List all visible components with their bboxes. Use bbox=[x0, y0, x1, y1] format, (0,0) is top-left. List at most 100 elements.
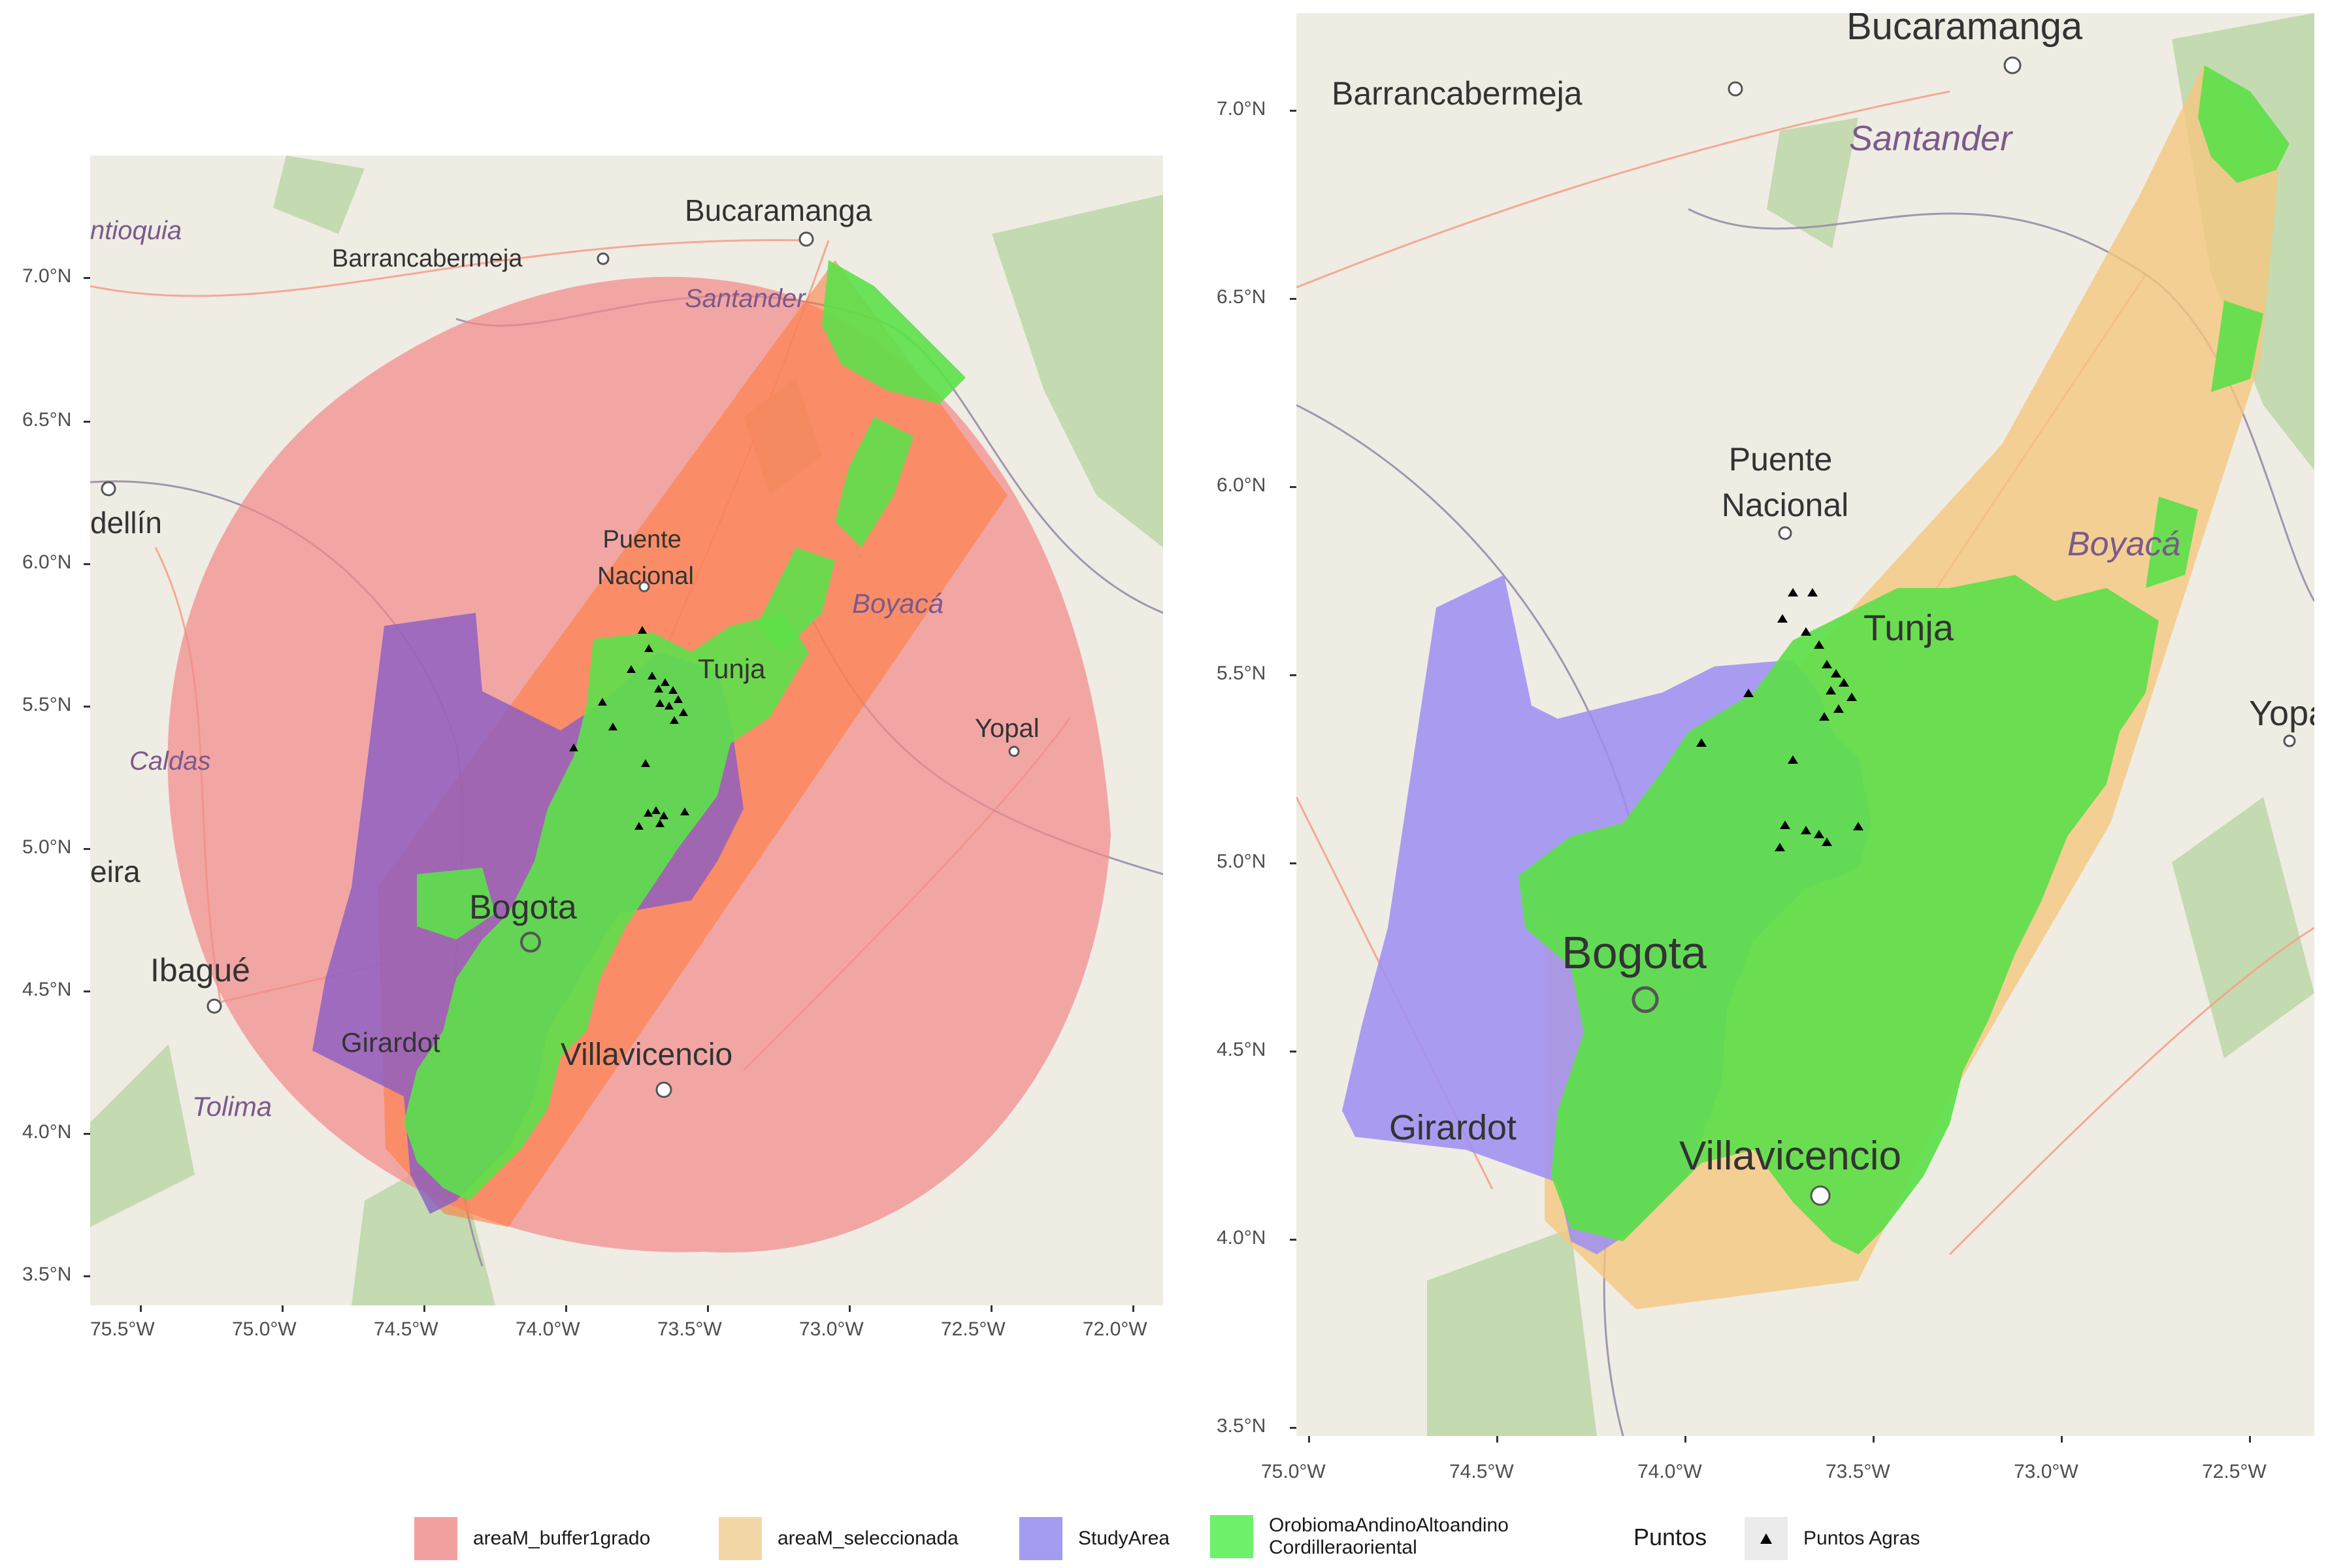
right-x-tick bbox=[1308, 1436, 1310, 1443]
right-x-tick-label: 73.0°W bbox=[2014, 1461, 2078, 1482]
agras-point bbox=[680, 808, 689, 815]
triangle-icon bbox=[1760, 1533, 1772, 1544]
right-puntos-agras bbox=[1696, 588, 1863, 851]
right-x-tick-label: 75.0°W bbox=[1261, 1461, 1326, 1482]
agras-point bbox=[674, 695, 683, 703]
left-x-tick-label: 73.0°W bbox=[799, 1318, 864, 1340]
left-x-tick bbox=[849, 1305, 851, 1312]
agras-point bbox=[598, 698, 607, 706]
right-y-tick bbox=[1290, 298, 1296, 300]
orobioma-patch-west bbox=[417, 868, 495, 939]
right-map-panel: Bucaramanga Barrancabermeja Santander Pu… bbox=[1296, 13, 2314, 1436]
agras-point bbox=[655, 699, 665, 707]
label-bucaramanga: Bucaramanga bbox=[1846, 13, 2083, 48]
orobioma-patch-north bbox=[822, 260, 966, 404]
left-y-tick-label: 4.5°N bbox=[22, 979, 72, 1000]
legend-label-study: StudyArea bbox=[1078, 1527, 1170, 1549]
legend-label-seleccionada: areaM_seleccionada bbox=[778, 1527, 959, 1549]
right-x-tick bbox=[1684, 1436, 1686, 1443]
right-y-tick-label: 4.0°N bbox=[1217, 1227, 1266, 1249]
right-y-tick bbox=[1290, 1051, 1296, 1053]
agras-point bbox=[1801, 826, 1811, 834]
left-x-tick bbox=[140, 1305, 142, 1312]
agras-point bbox=[1833, 704, 1844, 713]
right-y-tick-label: 7.0°N bbox=[1217, 98, 1266, 120]
legend-swatch-study bbox=[1019, 1517, 1062, 1560]
agras-point bbox=[1831, 669, 1841, 678]
left-veg-east bbox=[992, 195, 1163, 547]
city-dot-medellin bbox=[101, 481, 116, 497]
label-boyaca: Boyacá bbox=[2067, 525, 2180, 563]
label-yopal: Yopal bbox=[975, 714, 1040, 743]
city-dot-bucaramanga bbox=[2003, 56, 2022, 74]
legend-swatch-orobioma bbox=[1210, 1515, 1253, 1558]
agras-point bbox=[608, 723, 617, 730]
orobioma-patch-main bbox=[404, 613, 809, 1201]
agras-point bbox=[665, 702, 674, 710]
right-y-tick-label: 5.0°N bbox=[1217, 851, 1266, 872]
city-dot-villavicencio bbox=[1810, 1185, 1831, 1206]
label-medellin: dellín bbox=[90, 506, 162, 540]
left-y-tick bbox=[84, 1275, 90, 1277]
label-girardot: Girardot bbox=[341, 1027, 440, 1058]
legend: areaM_buffer1grado areaM_seleccionada St… bbox=[405, 1503, 1973, 1568]
left-x-tick-label: 72.0°W bbox=[1083, 1318, 1147, 1340]
left-x-tick-label: 74.0°W bbox=[516, 1318, 580, 1340]
left-x-tick bbox=[1132, 1305, 1134, 1312]
legend-item-study: StudyArea bbox=[1019, 1517, 1170, 1560]
agras-point bbox=[638, 626, 647, 634]
agras-point bbox=[1822, 838, 1832, 846]
left-y-tick-label: 6.0°N bbox=[22, 551, 72, 573]
right-veg-southeast bbox=[2172, 797, 2314, 1058]
legend-label-agras: Puntos Agras bbox=[1803, 1527, 1920, 1549]
orobioma-polygon-group bbox=[1518, 65, 2289, 1254]
right-map-canvas: Bucaramanga Barrancabermeja Santander Pu… bbox=[1296, 13, 2314, 1436]
agras-point bbox=[648, 672, 657, 679]
left-y-tick-label: 5.0°N bbox=[22, 836, 72, 858]
right-y-tick-label: 6.5°N bbox=[1217, 286, 1266, 308]
agras-point bbox=[627, 665, 636, 673]
right-y-tick bbox=[1290, 1239, 1296, 1241]
agras-point bbox=[1775, 843, 1785, 851]
agras-point bbox=[661, 678, 670, 686]
left-y-tick-label: 5.5°N bbox=[22, 694, 72, 715]
left-y-tick bbox=[84, 421, 90, 423]
orobioma-patch-north bbox=[2198, 65, 2289, 183]
label-barrancabermeja: Barrancabermeja bbox=[332, 245, 523, 272]
right-veg-south bbox=[1427, 1228, 1597, 1436]
legend-item-agras: Puntos Agras bbox=[1745, 1517, 1920, 1560]
left-x-tick-label: 75.0°W bbox=[232, 1318, 297, 1340]
right-y-tick bbox=[1290, 110, 1296, 112]
agras-point bbox=[654, 685, 663, 693]
agras-point bbox=[659, 811, 668, 819]
right-y-tick bbox=[1290, 674, 1296, 676]
left-map-canvas: Bucaramanga Barrancabermeja Santander nt… bbox=[90, 155, 1163, 1305]
right-x-tick bbox=[1873, 1436, 1875, 1443]
agras-point bbox=[1839, 678, 1849, 687]
right-x-tick-label: 72.5°W bbox=[2202, 1461, 2267, 1482]
label-ibague: Ibagué bbox=[150, 952, 250, 988]
city-dot-barrancabermeja bbox=[1728, 81, 1743, 97]
legend-swatch-seleccionada bbox=[719, 1517, 762, 1560]
left-y-tick bbox=[84, 706, 90, 708]
legend-item-orobioma: OrobiomaAndinoAltoandino Cordilleraorien… bbox=[1210, 1514, 1509, 1559]
agras-point bbox=[641, 759, 650, 767]
agras-point bbox=[1743, 689, 1754, 697]
left-x-tick bbox=[282, 1305, 284, 1312]
label-villavicencio: Villavicencio bbox=[1679, 1134, 1901, 1179]
left-y-tick bbox=[84, 848, 90, 850]
left-map-panel: Bucaramanga Barrancabermeja Santander nt… bbox=[90, 155, 1163, 1305]
right-road-1 bbox=[1296, 90, 1950, 289]
right-x-tick-label: 74.5°W bbox=[1449, 1461, 1514, 1482]
legend-label-orobioma: OrobiomaAndinoAltoandino Cordilleraorien… bbox=[1269, 1514, 1509, 1558]
agras-point bbox=[1788, 588, 1798, 596]
agras-point bbox=[1814, 830, 1824, 838]
left-y-tick bbox=[84, 1133, 90, 1135]
left-veg-north bbox=[273, 155, 365, 234]
left-y-tick bbox=[84, 990, 90, 992]
right-x-tick-label: 73.5°W bbox=[1826, 1461, 1890, 1482]
left-y-tick-label: 4.0°N bbox=[22, 1121, 72, 1143]
agras-point bbox=[1853, 822, 1863, 830]
orobioma-polygon-group bbox=[404, 260, 966, 1201]
left-x-tick-label: 75.5°W bbox=[90, 1318, 155, 1340]
